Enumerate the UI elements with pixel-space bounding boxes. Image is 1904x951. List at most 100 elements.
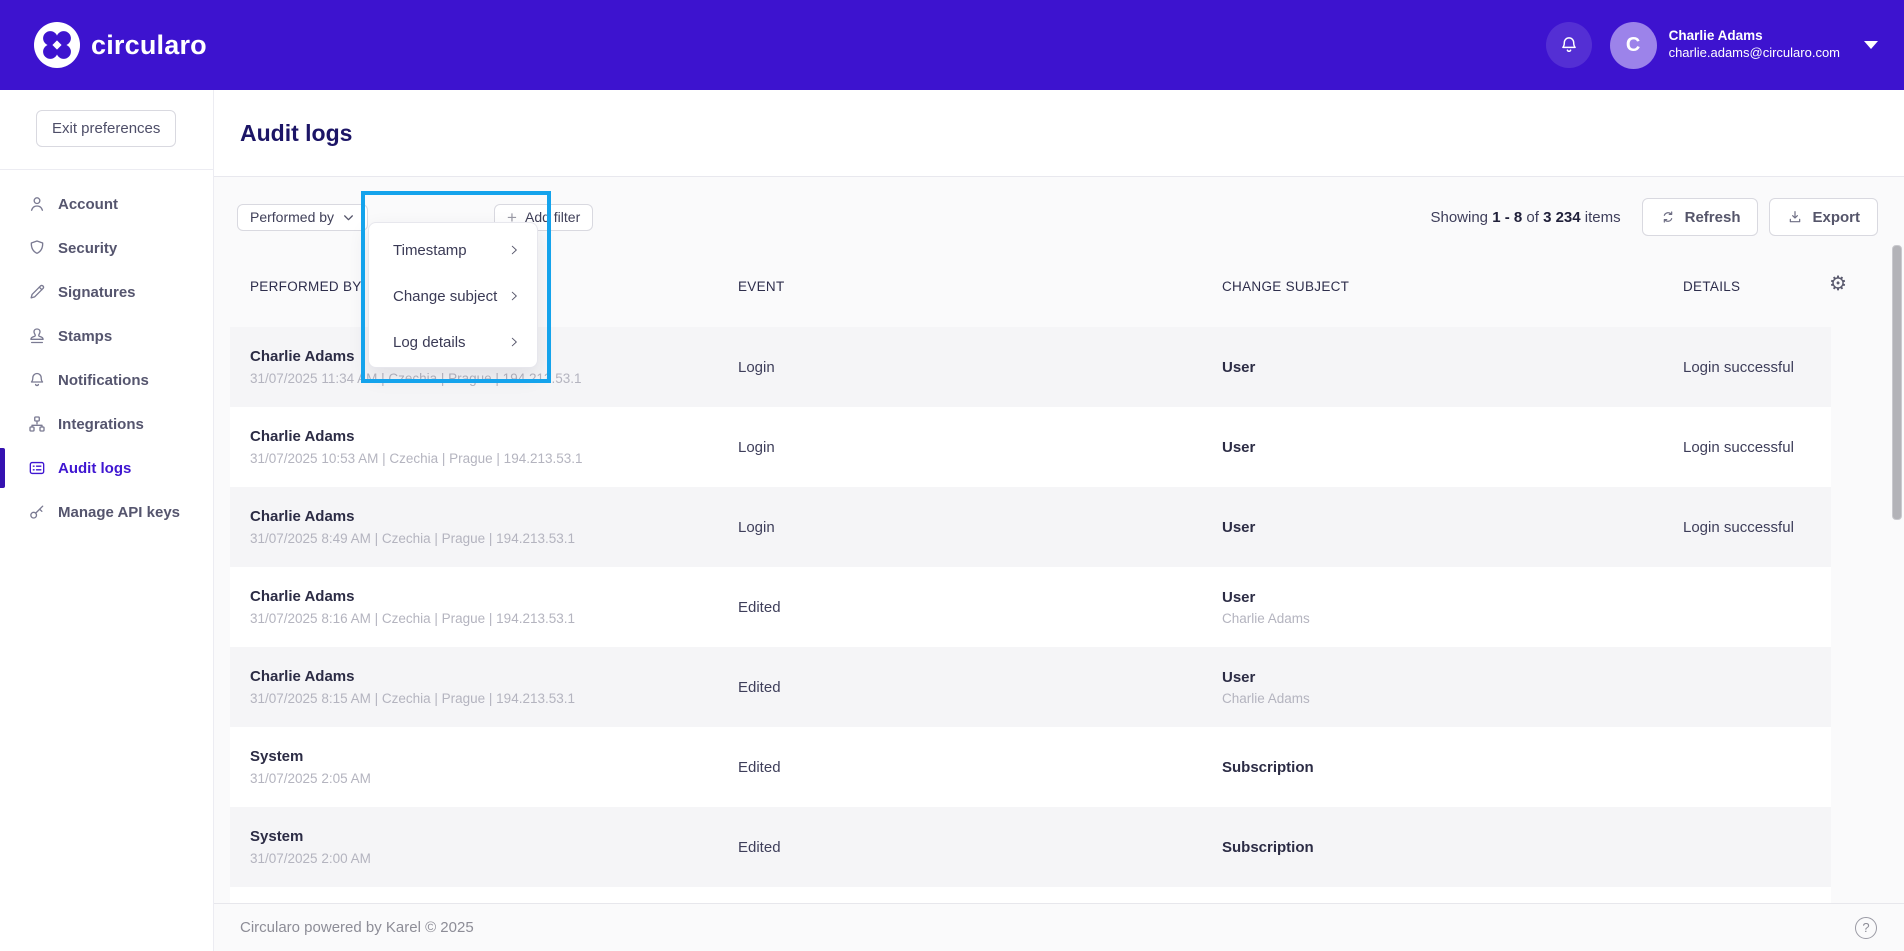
sidebar-item-stamps[interactable]: Stamps — [0, 314, 213, 358]
table-row-partial — [230, 887, 1831, 903]
event-value: Edited — [738, 598, 781, 616]
performed-by-meta: 31/07/2025 2:05 AM — [250, 771, 371, 786]
chevron-right-icon — [507, 243, 521, 257]
user-menu[interactable]: C Charlie Adams charlie.adams@circularo.… — [1609, 21, 1878, 69]
sidebar: Exit preferences Account Security Signatur… — [0, 90, 214, 951]
user-icon — [27, 194, 47, 214]
details-value: Login successful — [1683, 438, 1794, 456]
performed-by-name: Charlie Adams — [250, 588, 355, 605]
change-subject-detail: Charlie Adams — [1222, 610, 1310, 626]
brand-name: circularo — [91, 29, 207, 60]
sidebar-item-label: Notifications — [58, 371, 149, 389]
change-subject-value: User — [1222, 668, 1256, 686]
chevron-down-icon — [342, 211, 355, 224]
page-title: Audit logs — [240, 119, 353, 146]
change-subject-detail: Charlie Adams — [1222, 690, 1310, 706]
performed-by-label: Performed by — [250, 209, 335, 225]
performed-by-filter-chip[interactable]: Performed by — [237, 203, 369, 231]
avatar: C — [1609, 21, 1657, 69]
footer: Circularo powered by Karel © 2025 ? — [214, 903, 1904, 951]
exit-preferences-button[interactable]: Exit preferences — [36, 110, 177, 147]
key-icon — [27, 502, 47, 522]
showing-range: 1 - 8 — [1492, 208, 1523, 226]
performed-by-meta: 31/07/2025 8:16 AM | Czechia | Prague | … — [250, 611, 576, 626]
pen-icon — [27, 282, 47, 302]
details-value: Login successful — [1683, 518, 1794, 536]
table-row[interactable]: Charlie Adams 31/07/2025 8:15 AM | Czechi… — [230, 647, 1831, 727]
table-row[interactable]: Charlie Adams 31/07/2025 10:53 AM | Czech… — [230, 407, 1831, 487]
performed-by-meta: 31/07/2025 8:49 AM | Czechia | Prague | … — [250, 531, 576, 546]
refresh-button[interactable]: Refresh — [1641, 198, 1759, 236]
table-row[interactable]: Charlie Adams 31/07/2025 8:16 AM | Czechi… — [230, 567, 1831, 647]
refresh-icon — [1660, 209, 1676, 225]
refresh-label: Refresh — [1684, 208, 1741, 226]
performed-by-meta: 31/07/2025 8:15 AM | Czechia | Prague | … — [250, 691, 576, 706]
filter-menu-item-timestamp[interactable]: Timestamp — [369, 227, 537, 273]
add-filter-label: Add filter — [524, 209, 581, 225]
notifications-bell-button[interactable] — [1545, 22, 1592, 68]
sidebar-item-label: Manage API keys — [58, 503, 180, 521]
help-button[interactable]: ? — [1855, 916, 1877, 939]
bell-icon — [1558, 34, 1580, 56]
sitemap-icon — [27, 414, 47, 434]
performed-by-name: System — [250, 828, 304, 845]
user-email: charlie.adams@circularo.com — [1668, 45, 1840, 61]
sidebar-item-manage-api-keys[interactable]: Manage API keys — [0, 490, 213, 534]
sidebar-item-label: Audit logs — [58, 459, 132, 477]
brand-logo[interactable]: circularo — [34, 22, 207, 68]
table-row[interactable]: System 31/07/2025 2:00 AM Edited Subscripti… — [230, 807, 1831, 887]
performed-by-meta: 31/07/2025 11:34 AM | Czechia | Prague |… — [250, 371, 582, 386]
event-value: Login — [738, 518, 775, 536]
chevron-right-icon — [507, 289, 521, 303]
scrollbar-thumb[interactable] — [1892, 245, 1902, 520]
sidebar-item-security[interactable]: Security — [0, 226, 213, 270]
details-value: Login successful — [1683, 358, 1794, 376]
filter-menu-item-label: Log details — [393, 333, 466, 351]
sidebar-nav: Account Security Signatures Stamps Notificat… — [0, 182, 213, 534]
sidebar-item-account[interactable]: Account — [0, 182, 213, 226]
event-value: Edited — [738, 758, 781, 776]
sidebar-item-signatures[interactable]: Signatures — [0, 270, 213, 314]
performed-by-name: Charlie Adams — [250, 508, 355, 525]
download-icon — [1787, 209, 1803, 225]
change-subject-value: User — [1222, 588, 1256, 606]
change-subject-value: User — [1222, 358, 1256, 376]
filter-menu-item-change-subject[interactable]: Change subject — [369, 273, 537, 319]
filter-menu-item-label: Change subject — [393, 287, 498, 305]
sidebar-item-audit-logs[interactable]: Audit logs — [0, 446, 213, 490]
performed-by-meta: 31/07/2025 2:00 AM — [250, 851, 371, 866]
filter-menu-item-label: Timestamp — [393, 241, 467, 259]
sidebar-item-label: Signatures — [58, 283, 136, 301]
filter-menu-item-log-details[interactable]: Log details — [369, 319, 537, 365]
export-button[interactable]: Export — [1769, 198, 1878, 236]
event-value: Edited — [738, 838, 781, 856]
column-header[interactable]: CHANGE SUBJECT — [1222, 278, 1350, 294]
performed-by-name: Charlie Adams — [250, 348, 355, 365]
change-subject-value: User — [1222, 438, 1256, 456]
gear-icon[interactable]: ⚙ — [1829, 273, 1847, 295]
showing-count-text: Showing 1 - 8 of 3 234 items — [1430, 208, 1621, 226]
change-subject-value: User — [1222, 518, 1256, 536]
performed-by-meta: 31/07/2025 10:53 AM | Czechia | Prague |… — [250, 451, 583, 466]
sidebar-item-label: Stamps — [58, 327, 113, 345]
performed-by-name: Charlie Adams — [250, 428, 355, 445]
sidebar-item-integrations[interactable]: Integrations — [0, 402, 213, 446]
table-header: PERFORMED BY EVENT CHANGE SUBJECT DETAILS ⚙ — [230, 271, 1847, 301]
showing-total: 3 234 — [1543, 208, 1581, 226]
export-label: Export — [1812, 208, 1860, 226]
column-header[interactable]: DETAILS — [1683, 278, 1741, 294]
chevron-right-icon — [507, 335, 521, 349]
sidebar-item-label: Account — [58, 195, 118, 213]
plus-icon: + — [507, 207, 517, 227]
sidebar-item-notifications[interactable]: Notifications — [0, 358, 213, 402]
shield-icon — [27, 238, 47, 258]
chevron-down-icon — [1864, 41, 1878, 49]
column-header[interactable]: PERFORMED BY — [250, 278, 362, 294]
stamp-icon — [27, 326, 47, 346]
user-name: Charlie Adams — [1668, 28, 1763, 44]
circularo-logo-icon — [34, 22, 80, 68]
table-row[interactable]: Charlie Adams 31/07/2025 8:49 AM | Czechi… — [230, 487, 1831, 567]
column-header[interactable]: EVENT — [738, 278, 785, 294]
page-header: Audit logs — [214, 90, 1904, 177]
table-row[interactable]: System 31/07/2025 2:05 AM Edited Subscripti… — [230, 727, 1831, 807]
